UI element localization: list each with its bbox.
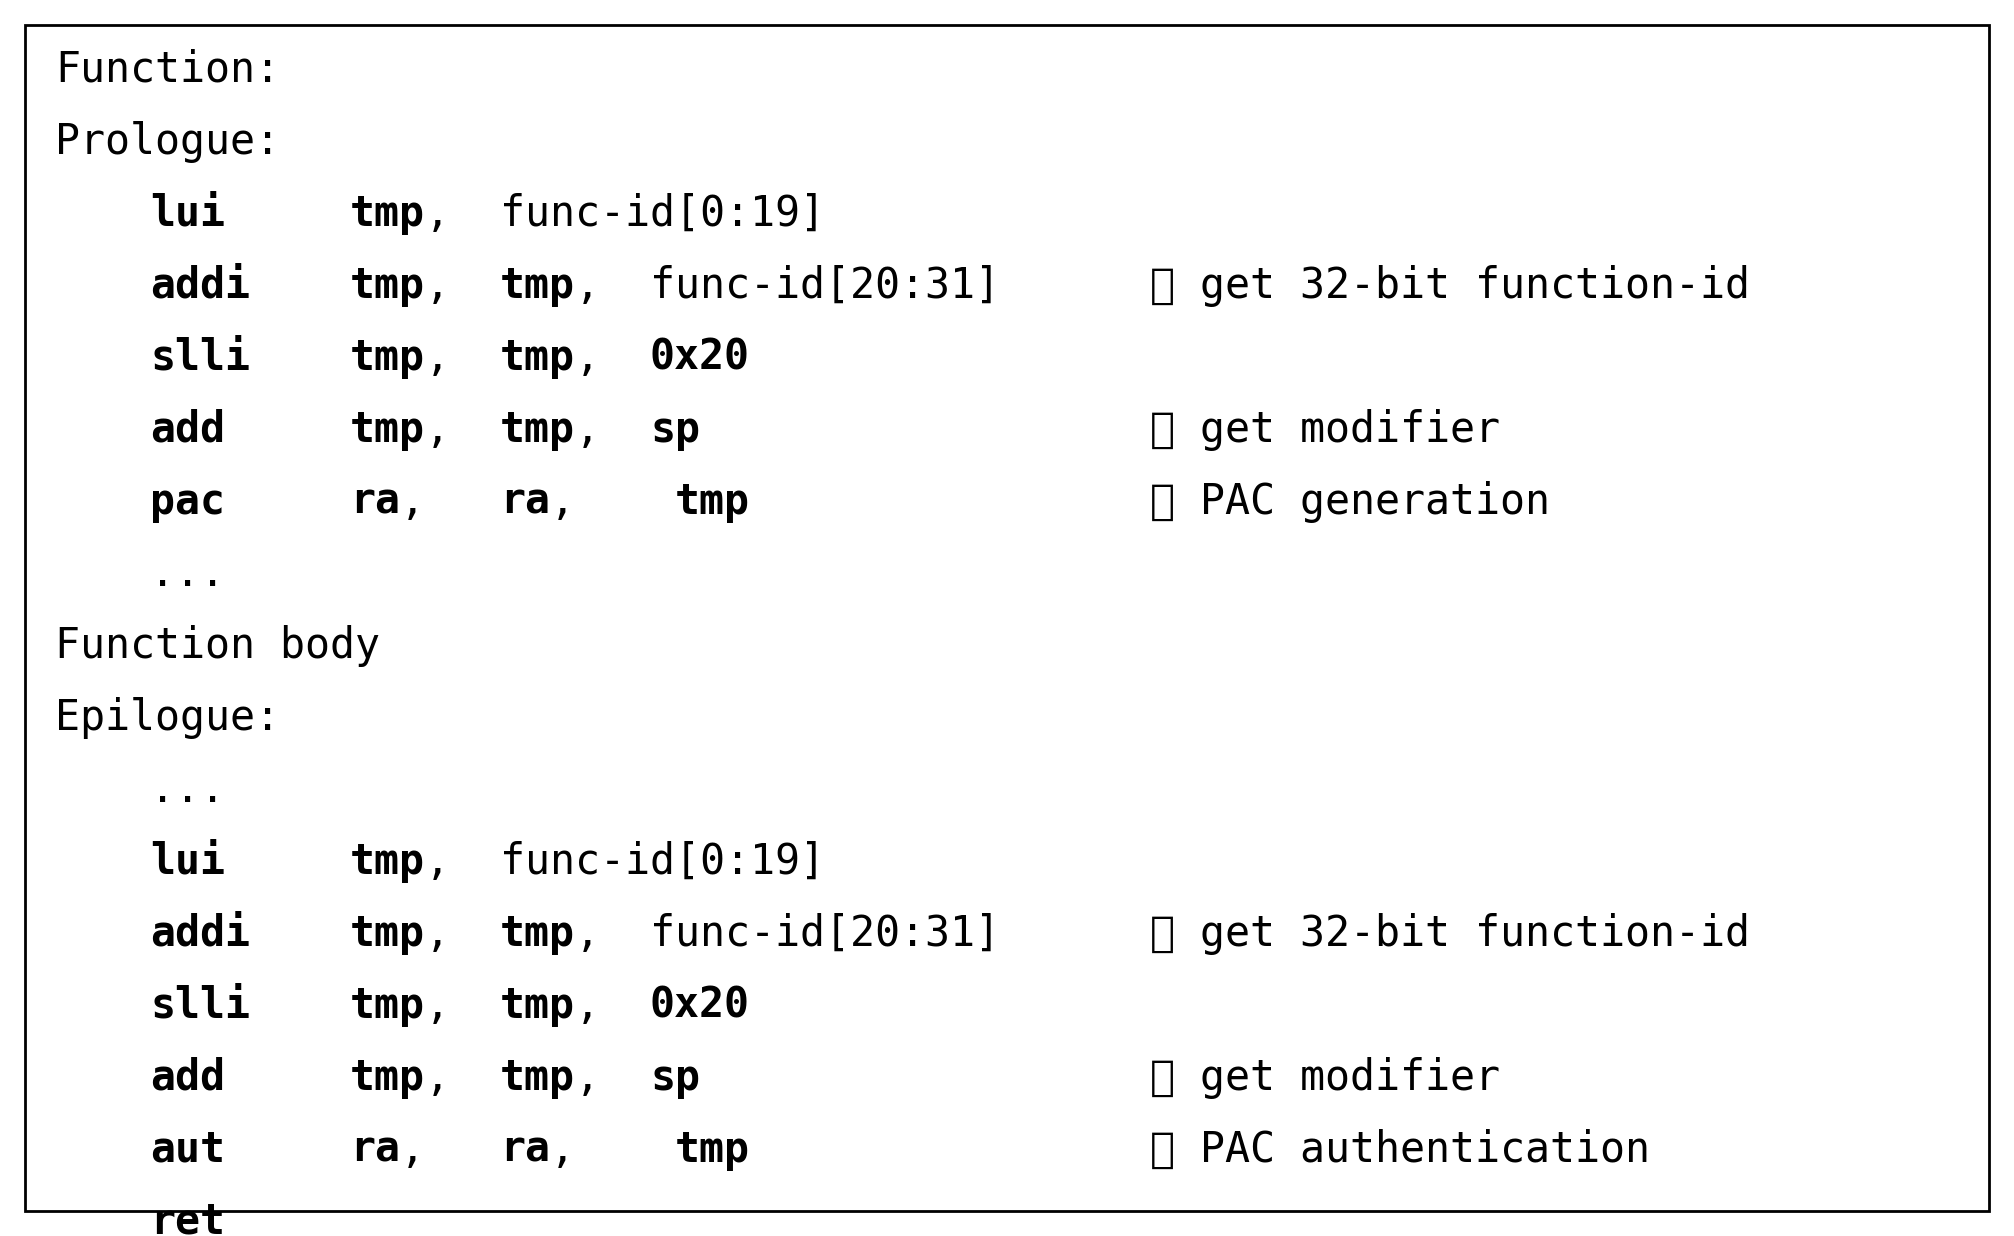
Text: tmp: tmp bbox=[350, 265, 425, 307]
Text: ⑥ PAC authentication: ⑥ PAC authentication bbox=[1150, 1128, 1649, 1170]
Text: ,: , bbox=[550, 481, 675, 523]
Text: ① get 32-bit function-id: ① get 32-bit function-id bbox=[1150, 265, 1750, 307]
Text: tmp: tmp bbox=[350, 840, 425, 883]
Text: addi: addi bbox=[149, 265, 250, 307]
Text: ...: ... bbox=[149, 769, 226, 811]
Text: ,  func-id[20:31]: , func-id[20:31] bbox=[576, 265, 1001, 307]
Text: tmp: tmp bbox=[499, 265, 576, 307]
Text: add: add bbox=[149, 1057, 226, 1099]
Text: tmp: tmp bbox=[350, 1057, 425, 1099]
Text: tmp: tmp bbox=[499, 1057, 576, 1099]
Text: tmp: tmp bbox=[350, 409, 425, 451]
Text: ,: , bbox=[550, 1128, 675, 1170]
Text: ,  func-id[0:19]: , func-id[0:19] bbox=[425, 840, 826, 883]
Text: ,: , bbox=[425, 265, 499, 307]
Text: ④ get 32-bit function-id: ④ get 32-bit function-id bbox=[1150, 913, 1750, 955]
Text: pac: pac bbox=[149, 481, 226, 523]
Text: ,: , bbox=[576, 1057, 651, 1099]
Text: tmp: tmp bbox=[350, 985, 425, 1027]
Text: ,: , bbox=[425, 913, 499, 955]
Text: ,: , bbox=[425, 1057, 499, 1099]
Text: addi: addi bbox=[149, 913, 250, 955]
Text: ③ PAC generation: ③ PAC generation bbox=[1150, 481, 1551, 523]
Text: aut: aut bbox=[149, 1128, 226, 1170]
Text: tmp: tmp bbox=[350, 337, 425, 379]
Text: 0x20: 0x20 bbox=[651, 337, 749, 379]
Text: ,  func-id[0:19]: , func-id[0:19] bbox=[425, 193, 826, 235]
Text: ra: ra bbox=[350, 1128, 401, 1170]
Text: Function body: Function body bbox=[54, 625, 381, 667]
Text: tmp: tmp bbox=[499, 985, 576, 1027]
Text: ra: ra bbox=[499, 1128, 550, 1170]
Text: tmp: tmp bbox=[350, 193, 425, 235]
Text: add: add bbox=[149, 409, 226, 451]
Text: ⑤ get modifier: ⑤ get modifier bbox=[1150, 1057, 1500, 1099]
Text: 0x20: 0x20 bbox=[651, 985, 749, 1027]
Text: slli: slli bbox=[149, 337, 250, 379]
Text: tmp: tmp bbox=[499, 409, 576, 451]
Text: ret: ret bbox=[149, 1201, 226, 1236]
Text: Function:: Function: bbox=[54, 49, 280, 91]
Text: slli: slli bbox=[149, 985, 250, 1027]
Text: ,: , bbox=[401, 481, 499, 523]
Text: ,: , bbox=[576, 337, 651, 379]
Text: tmp: tmp bbox=[675, 481, 749, 523]
Text: sp: sp bbox=[651, 1057, 701, 1099]
Text: tmp: tmp bbox=[350, 913, 425, 955]
Text: Epilogue:: Epilogue: bbox=[54, 697, 280, 739]
Text: tmp: tmp bbox=[499, 337, 576, 379]
Text: ,: , bbox=[576, 985, 651, 1027]
Text: Prologue:: Prologue: bbox=[54, 121, 280, 163]
Text: ,: , bbox=[425, 409, 499, 451]
Text: tmp: tmp bbox=[499, 913, 576, 955]
Text: lui: lui bbox=[149, 840, 226, 883]
Text: ,: , bbox=[425, 985, 499, 1027]
Text: sp: sp bbox=[651, 409, 701, 451]
Text: ra: ra bbox=[350, 481, 401, 523]
Text: lui: lui bbox=[149, 193, 226, 235]
Text: ,: , bbox=[576, 409, 651, 451]
Text: ,  func-id[20:31]: , func-id[20:31] bbox=[576, 913, 1001, 955]
Text: ,: , bbox=[401, 1128, 499, 1170]
Text: ② get modifier: ② get modifier bbox=[1150, 409, 1500, 451]
Text: ra: ra bbox=[499, 481, 550, 523]
Text: tmp: tmp bbox=[675, 1128, 749, 1170]
Text: ,: , bbox=[425, 337, 499, 379]
Text: ...: ... bbox=[149, 552, 226, 595]
